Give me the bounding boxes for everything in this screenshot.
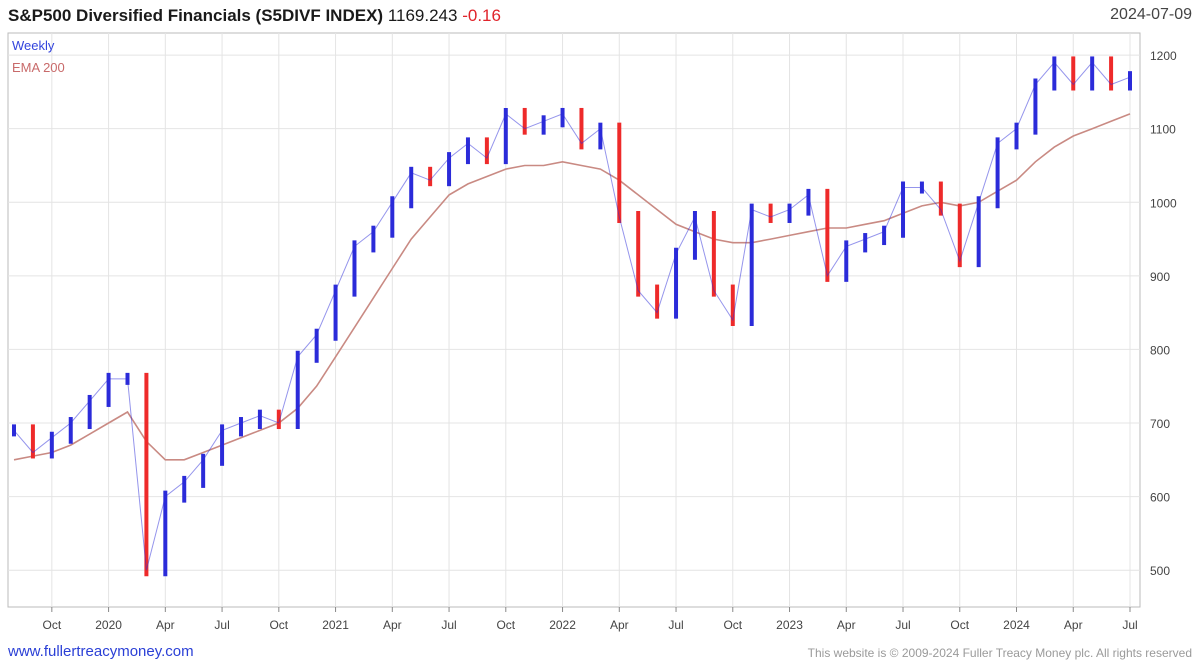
chart-title: S&P500 Diversified Financials (S5DIVF IN… (8, 6, 501, 26)
x-tick-label: 2022 (549, 618, 576, 632)
price-change: -0.16 (462, 6, 501, 25)
x-tick-label: Jul (1122, 618, 1137, 632)
x-tick-label: Oct (723, 618, 742, 632)
x-tick-label: 2021 (322, 618, 349, 632)
y-tick-label: 500 (1150, 564, 1170, 578)
x-tick-label: 2024 (1003, 618, 1030, 632)
last-price: 1169.243 (387, 6, 458, 25)
chart-date: 2024-07-09 (1110, 6, 1192, 23)
chart-header: S&P500 Diversified Financials (S5DIVF IN… (8, 6, 1192, 30)
website-link[interactable]: www.fullertreacymoney.com (8, 643, 194, 660)
y-tick-label: 600 (1150, 491, 1170, 505)
copyright-notice: This website is © 2009-2024 Fuller Treac… (807, 646, 1192, 660)
x-tick-label: 2023 (776, 618, 803, 632)
x-tick-label: Jul (214, 618, 229, 632)
legend-ema-200: EMA 200 (12, 60, 65, 75)
ema-200-line (13, 113, 1131, 461)
x-tick-label: Oct (42, 618, 61, 632)
plot-area (7, 32, 1141, 608)
y-tick-label: 1100 (1150, 123, 1176, 137)
legend-weekly: Weekly (12, 38, 55, 53)
y-tick-label: 800 (1150, 343, 1170, 357)
x-tick-label: Apr (156, 618, 175, 632)
y-tick-label: 1000 (1150, 196, 1177, 210)
x-tick-label: Apr (837, 618, 856, 632)
x-tick-label: Apr (610, 618, 629, 632)
y-tick-label: 900 (1150, 270, 1170, 284)
x-tick-label: Apr (383, 618, 402, 632)
security-name: S&P500 Diversified Financials (S5DIVF IN… (8, 6, 384, 25)
x-tick-label: Jul (668, 618, 683, 632)
y-tick-label: 1200 (1150, 49, 1177, 63)
x-tick-label: Jul (895, 618, 910, 632)
x-tick-label: Oct (496, 618, 515, 632)
price-line (13, 61, 1131, 571)
y-tick-label: 700 (1150, 417, 1170, 431)
x-tick-label: Jul (441, 618, 456, 632)
x-tick-label: Oct (950, 618, 969, 632)
x-tick-label: Oct (269, 618, 288, 632)
x-tick-label: Apr (1064, 618, 1083, 632)
x-tick-label: 2020 (95, 618, 122, 632)
